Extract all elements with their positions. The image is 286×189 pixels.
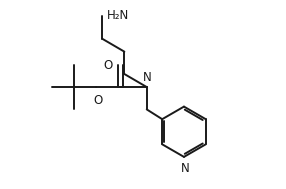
Text: N: N [143, 71, 152, 84]
Text: H₂N: H₂N [107, 9, 129, 22]
Text: O: O [94, 94, 103, 108]
Text: O: O [103, 59, 112, 72]
Text: N: N [180, 163, 189, 175]
